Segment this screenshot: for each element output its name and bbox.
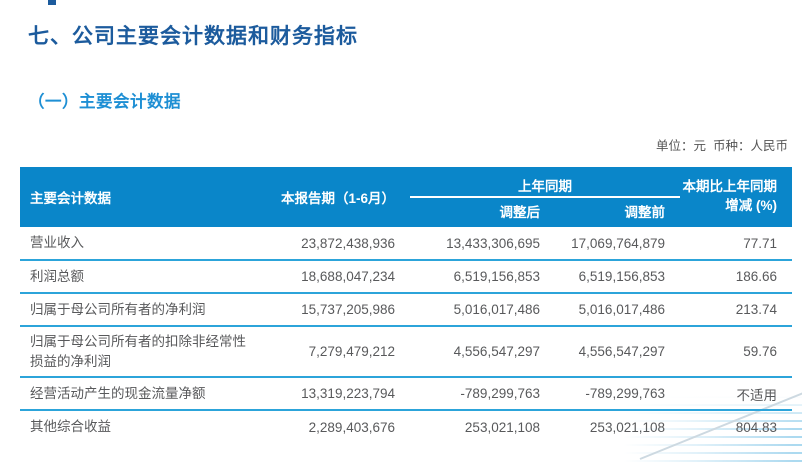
header-main-indicators: 主要会计数据 (20, 167, 260, 227)
cropped-glyph-fragment (48, 0, 56, 5)
accounting-data-table: 主要会计数据 本报告期（1-6月） 上年同期 本期比上年同期增减 (%) 调整后… (20, 167, 792, 444)
table-row-net-profit-parent: 归属于母公司所有者的净利润 15,737,205,986 5,016,017,4… (20, 292, 792, 326)
change-value: 186.66 (680, 259, 792, 293)
header-change-percent: 本期比上年同期增减 (%) (680, 167, 792, 227)
change-value: 77.71 (743, 235, 777, 251)
table-row-other-comprehensive-income: 其他综合收益 2,289,403,676 253,021,108 253,021… (20, 409, 792, 444)
row-label: 归属于母公司所有者的扣除非经常性损益的净利润 (20, 324, 260, 378)
adjusted-value: 4,556,547,297 (410, 324, 555, 378)
before-value: 17,069,764,879 (571, 235, 665, 251)
adjusted-value: 253,021,108 (410, 409, 555, 444)
table-row-operating-revenue: 营业收入 23,872,438,936 13,433,306,695 17,06… (20, 227, 792, 260)
change-value: 804.83 (680, 409, 792, 444)
section-title: 七、公司主要会计数据和财务指标 (28, 25, 358, 48)
table-row-total-profit: 利润总额 18,688,047,234 6,519,156,853 6,519,… (20, 259, 792, 293)
adjusted-value: 13,433,306,695 (446, 235, 540, 251)
header-before-adjust: 调整前 (555, 197, 680, 227)
header-change-line1: 本期比上年同期 (682, 179, 778, 195)
before-value: 4,556,547,297 (555, 324, 680, 378)
current-value: 7,279,479,212 (260, 324, 410, 378)
row-label: 利润总额 (20, 259, 260, 293)
row-label: 营业收入 (30, 235, 84, 251)
change-value: 213.74 (680, 292, 792, 326)
row-label: 经营活动产生的现金流量净额 (20, 376, 260, 411)
adjusted-value: -789,299,763 (410, 376, 555, 411)
header-prior-period-group: 上年同期 (410, 167, 680, 198)
current-value: 23,872,438,936 (301, 235, 395, 251)
table-row-operating-cash-flow: 经营活动产生的现金流量净额 13,319,223,794 -789,299,76… (20, 376, 792, 411)
adjusted-value: 5,016,017,486 (410, 292, 555, 326)
subsection-title: （一）主要会计数据 (28, 93, 181, 111)
row-label: 归属于母公司所有者的净利润 (20, 292, 260, 326)
before-value: -789,299,763 (555, 376, 680, 411)
header-change-line2: 增减 (%) (725, 198, 777, 213)
before-value: 6,519,156,853 (555, 259, 680, 293)
table-row-net-profit-excl-nonrecurring: 归属于母公司所有者的扣除非经常性损益的净利润 7,279,479,212 4,5… (20, 324, 792, 378)
header-current-period: 本报告期（1-6月） (260, 167, 410, 227)
header-adjusted: 调整后 (410, 197, 555, 227)
before-value: 253,021,108 (555, 409, 680, 444)
unit-currency-note: 单位：元 币种：人民币 (656, 139, 788, 153)
current-value: 15,737,205,986 (260, 292, 410, 326)
current-value: 13,319,223,794 (260, 376, 410, 411)
row-label: 其他综合收益 (20, 409, 260, 444)
table-header: 主要会计数据 本报告期（1-6月） 上年同期 本期比上年同期增减 (%) 调整后… (20, 167, 792, 227)
current-value: 18,688,047,234 (260, 259, 410, 293)
adjusted-value: 6,519,156,853 (410, 259, 555, 293)
before-value: 5,016,017,486 (555, 292, 680, 326)
current-value: 2,289,403,676 (260, 409, 410, 444)
change-value: 不适用 (680, 376, 792, 411)
change-value: 59.76 (680, 324, 792, 378)
